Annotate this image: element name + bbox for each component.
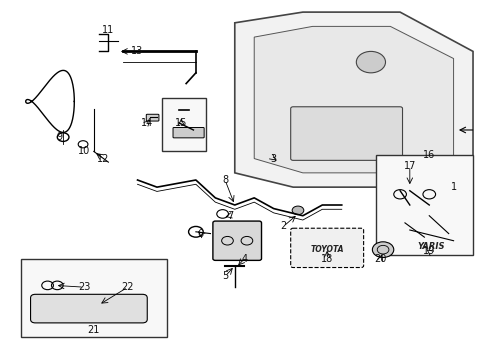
Circle shape xyxy=(356,51,385,73)
Text: 15: 15 xyxy=(175,118,187,128)
Text: 4: 4 xyxy=(241,253,247,264)
Bar xyxy=(21,258,166,337)
Text: YARIS: YARIS xyxy=(417,242,445,251)
Text: 17: 17 xyxy=(403,161,415,171)
FancyBboxPatch shape xyxy=(290,107,402,160)
Text: 19: 19 xyxy=(422,247,434,256)
Text: 22: 22 xyxy=(122,282,134,292)
Text: 1: 1 xyxy=(449,182,456,192)
Text: 11: 11 xyxy=(102,25,114,35)
Text: 6: 6 xyxy=(197,229,203,239)
Text: TOYOTA: TOYOTA xyxy=(310,245,343,254)
Text: 2: 2 xyxy=(280,221,286,231)
Text: 21: 21 xyxy=(87,325,100,335)
Text: 23: 23 xyxy=(78,282,90,292)
Text: 9: 9 xyxy=(57,132,62,142)
FancyBboxPatch shape xyxy=(146,114,159,121)
Text: 10: 10 xyxy=(78,147,90,157)
Circle shape xyxy=(372,242,393,257)
Bar xyxy=(162,98,205,152)
Polygon shape xyxy=(254,26,453,173)
Text: 13: 13 xyxy=(131,46,143,57)
Bar xyxy=(375,155,472,255)
Text: 8: 8 xyxy=(222,175,227,185)
FancyBboxPatch shape xyxy=(30,294,147,323)
FancyBboxPatch shape xyxy=(290,228,363,267)
FancyBboxPatch shape xyxy=(173,127,203,138)
Circle shape xyxy=(291,206,303,215)
Text: 16: 16 xyxy=(422,150,434,160)
Polygon shape xyxy=(234,12,472,187)
Text: 12: 12 xyxy=(97,154,109,163)
Text: 3: 3 xyxy=(270,154,276,163)
Text: 20: 20 xyxy=(374,253,386,264)
Text: 18: 18 xyxy=(321,253,333,264)
Text: 14: 14 xyxy=(141,118,153,128)
FancyBboxPatch shape xyxy=(212,221,261,260)
Text: 5: 5 xyxy=(222,271,228,282)
Text: 7: 7 xyxy=(226,211,233,221)
